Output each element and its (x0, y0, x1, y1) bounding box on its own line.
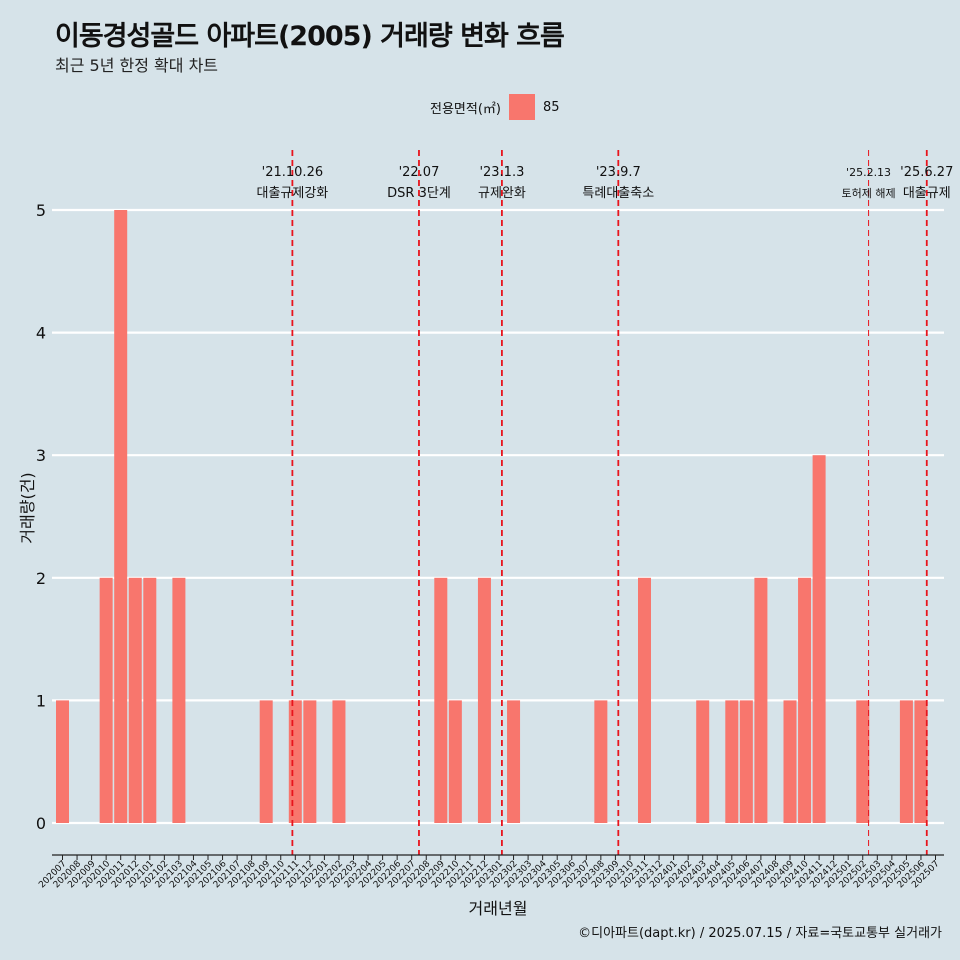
bar (696, 700, 710, 823)
bar (638, 577, 651, 823)
bar (332, 700, 346, 823)
y-tick-label: 5 (36, 201, 46, 220)
y-axis-title: 거래량(건) (18, 472, 37, 543)
event-date-label: '21.10.26 (262, 165, 323, 180)
bar (739, 700, 753, 823)
event-name-label: DSR 3단계 (387, 186, 451, 201)
bar (99, 577, 113, 823)
bar (128, 577, 142, 823)
bar (477, 577, 491, 823)
event-date-label: '25.6.27 (900, 165, 953, 180)
event-annotations: '21.10.26 대출규제강화 '22.07 DSR 3단계 '23.1.3 규제완화 '… (257, 165, 954, 201)
event-name-label: 규제완화 (478, 186, 526, 201)
event-name-label: 토허제 해제 (842, 186, 896, 200)
event-lines (291, 150, 928, 855)
bar (448, 700, 462, 823)
event-date-label: '23.9.7 (596, 165, 641, 180)
bar (288, 700, 302, 823)
bar (172, 577, 186, 823)
y-tick-label: 4 (36, 324, 46, 343)
bar (725, 700, 739, 823)
event-date-label: '22.07 (399, 165, 440, 180)
bar (56, 700, 69, 823)
bar (899, 700, 913, 823)
bar (303, 700, 317, 823)
bar (783, 700, 797, 823)
chart-title: 이동경성골드 아파트(2005) 거래량 변화 흐름 (55, 21, 565, 52)
bar (507, 700, 521, 823)
event-name-label: 대출규제 (903, 186, 951, 201)
event-name-label: 대출규제강화 (257, 186, 329, 201)
bar-layer (56, 210, 928, 823)
bar (594, 700, 608, 823)
source-caption: ©디아파트(dapt.kr) / 2025.07.15 / 자료=국토교통부 실… (578, 926, 942, 941)
chart-subtitle: 최근 5년 한정 확대 차트 (55, 56, 219, 75)
bar (259, 700, 273, 823)
legend-label: 85 (542, 99, 560, 115)
bar (143, 577, 157, 823)
event-name-label: 특례대출축소 (582, 186, 654, 201)
bar (914, 700, 928, 823)
legend-swatch (508, 94, 535, 120)
y-tick-label: 0 (36, 814, 46, 833)
x-axis-title: 거래년월 (469, 899, 528, 918)
legend-title: 전용면적(㎡) (430, 101, 501, 117)
y-tick-label: 3 (36, 446, 46, 465)
bar (434, 577, 448, 823)
event-date-label: '25.2.13 (846, 166, 891, 179)
axis-layer: 0123452020072020082020092020102020112020… (36, 201, 944, 890)
bar (812, 455, 826, 823)
bar (798, 577, 812, 823)
legend: 전용면적(㎡) 85 (430, 94, 560, 120)
bar (114, 210, 128, 823)
event-date-label: '23.1.3 (479, 165, 524, 180)
bar (856, 700, 870, 823)
bar (754, 577, 768, 823)
y-tick-label: 1 (36, 691, 46, 710)
y-tick-label: 2 (36, 569, 46, 588)
